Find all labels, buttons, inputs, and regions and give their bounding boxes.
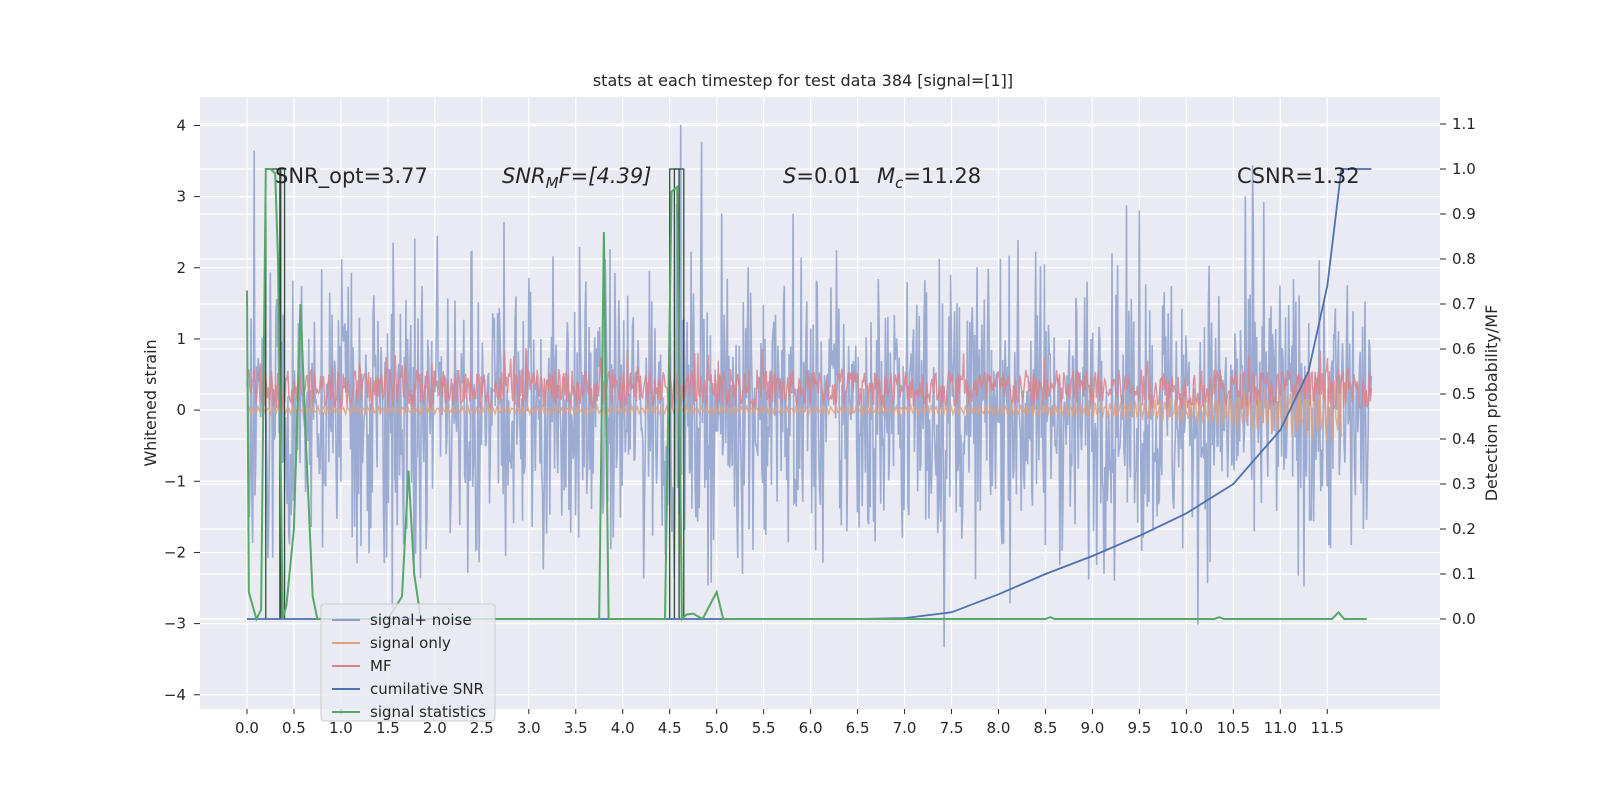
y-tick-label: −2 xyxy=(164,543,186,561)
annotation-mc-subscript: c xyxy=(895,174,904,192)
x-tick-label: 1.0 xyxy=(329,719,353,737)
x-tick-label: 11.5 xyxy=(1311,719,1344,737)
annotation-snr-mf-subscript: M xyxy=(546,174,559,192)
x-tick-label: 5.5 xyxy=(752,719,776,737)
right-y-tick-label: 0.4 xyxy=(1452,430,1476,448)
signal-statistics-line xyxy=(246,168,1367,622)
legend-label: signal+ noise xyxy=(370,611,472,629)
right-y-tick-label: 0.0 xyxy=(1452,610,1476,628)
x-tick-label: 4.0 xyxy=(611,719,635,737)
x-tick-label: 0.0 xyxy=(235,719,259,737)
right-y-axis-ticks: 1.1 1.0 0.9 0.8 0.7 0.6 0.5 0.4 0.3 0.2 0.1 0.0 xyxy=(1440,115,1476,628)
annotation-mc-symbol: M xyxy=(877,164,895,188)
annotation-snr-mf-symbol: SNR xyxy=(502,164,546,188)
y-tick-label: −4 xyxy=(164,686,186,704)
series-mf xyxy=(246,348,1373,411)
x-tick-label: 10.0 xyxy=(1170,719,1203,737)
annotation-mc-value: =11.28 xyxy=(903,164,981,188)
x-tick-label: 5.0 xyxy=(705,719,729,737)
x-tick-label: 7.5 xyxy=(940,719,964,737)
marker-line xyxy=(673,168,685,619)
y-tick-label: −3 xyxy=(164,615,186,633)
right-y-tick-label: 1.0 xyxy=(1452,160,1476,178)
right-y-tick-label: 0.9 xyxy=(1452,205,1476,223)
x-tick-label: 7.0 xyxy=(893,719,917,737)
x-tick-label: 8.0 xyxy=(987,719,1011,737)
y-tick-label: 1 xyxy=(176,330,186,348)
right-y-tick-label: 1.1 xyxy=(1452,115,1476,133)
y-tick-label: 4 xyxy=(176,116,186,134)
legend-label: MF xyxy=(370,657,392,675)
y-tick-label: 3 xyxy=(176,188,186,206)
x-tick-label: 1.5 xyxy=(376,719,400,737)
signal-only-line xyxy=(246,375,1343,442)
annotation-s-value: =0.01 xyxy=(796,164,860,188)
x-tick-label: 9.0 xyxy=(1080,719,1104,737)
right-y-tick-label: 0.2 xyxy=(1452,520,1476,538)
legend: signal+ noise signal only MF cumilative SNR… xyxy=(320,603,496,722)
y-tick-label: 0 xyxy=(176,401,186,419)
cumilative-snr-line xyxy=(247,168,1372,620)
annotation-csnr: CSNR=1.32 xyxy=(1237,164,1360,188)
x-tick-label: 2.5 xyxy=(470,719,494,737)
legend-label: signal only xyxy=(370,634,451,652)
series-signal-only xyxy=(246,375,1343,442)
right-y-tick-label: 0.5 xyxy=(1452,385,1476,403)
right-y-tick-label: 0.7 xyxy=(1452,295,1476,313)
right-y-axis-label: Detection probability/MF xyxy=(1482,305,1501,502)
x-tick-label: 9.5 xyxy=(1127,719,1151,737)
x-tick-label: 3.5 xyxy=(564,719,588,737)
y-tick-label: 2 xyxy=(176,259,186,277)
series-cumilative-snr xyxy=(247,168,1372,620)
marker-line xyxy=(280,168,286,619)
y-axis-ticks: 4 3 2 1 0 −1 −2 −3 −4 xyxy=(164,116,200,704)
right-y-tick-label: 0.3 xyxy=(1452,475,1476,493)
y-axis-label: Whitened strain xyxy=(141,339,160,466)
legend-box xyxy=(320,603,496,722)
x-tick-label: 8.5 xyxy=(1034,719,1058,737)
right-y-tick-label: 0.6 xyxy=(1452,340,1476,358)
legend-label: cumilative SNR xyxy=(370,680,484,698)
annotation-snr-opt: SNR_opt=3.77 xyxy=(275,164,428,189)
annotation-s: S=0.01 xyxy=(783,164,861,188)
x-tick-label: 4.5 xyxy=(658,719,682,737)
annotation-s-symbol: S xyxy=(783,164,796,188)
x-tick-label: 6.0 xyxy=(799,719,823,737)
annotation-snr-mf: SNRMF=[4.39] xyxy=(502,164,651,192)
x-tick-label: 6.5 xyxy=(846,719,870,737)
annotation-snr-mf-value: F=[4.39] xyxy=(559,164,652,188)
x-tick-label: 10.5 xyxy=(1217,719,1250,737)
x-axis-ticks: 0.0 0.5 1.0 1.5 2.0 2.5 3.0 3.5 4.0 4.5 5.0 5.5 6.0 6… xyxy=(235,709,1344,737)
mf-line xyxy=(246,348,1373,411)
x-tick-label: 3.0 xyxy=(517,719,541,737)
legend-label: signal statistics xyxy=(370,703,486,721)
y-tick-label: −1 xyxy=(164,472,186,490)
annotation-mc: Mc=11.28 xyxy=(877,164,981,192)
x-tick-label: 2.0 xyxy=(423,719,447,737)
x-tick-label: 11.0 xyxy=(1264,719,1297,737)
x-tick-label: 0.5 xyxy=(282,719,306,737)
chart-title: stats at each timestep for test data 384… xyxy=(593,71,1013,90)
right-y-tick-label: 0.8 xyxy=(1452,250,1476,268)
right-y-tick-label: 0.1 xyxy=(1452,565,1476,583)
series-signal-statistics xyxy=(246,168,1367,622)
